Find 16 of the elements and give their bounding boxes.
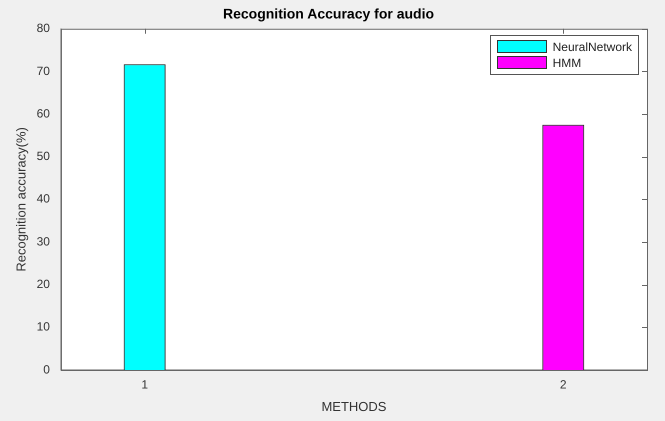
x-tick-label: 2: [560, 378, 567, 392]
y-tick-label: 0: [43, 362, 50, 376]
y-tick-label: 50: [36, 149, 50, 164]
legend-label: HMM: [552, 56, 582, 70]
legend-label: NeuralNetwork: [552, 40, 632, 54]
x-axis-title: METHODS: [321, 398, 387, 414]
y-tick-label: 20: [36, 277, 50, 292]
y-tick-label: 60: [36, 106, 50, 120]
x-tick-label: 1: [141, 378, 148, 392]
y-tick-label: 80: [36, 21, 50, 36]
y-axis-title: Recognition accuracy(%): [13, 127, 28, 272]
y-tick-label: 40: [36, 192, 50, 206]
chart-title: Recognition Accuracy for audio: [222, 5, 434, 22]
y-tick-label: 70: [36, 64, 50, 78]
y-tick-label: 30: [36, 234, 50, 248]
y-tick-label: 10: [36, 320, 50, 334]
